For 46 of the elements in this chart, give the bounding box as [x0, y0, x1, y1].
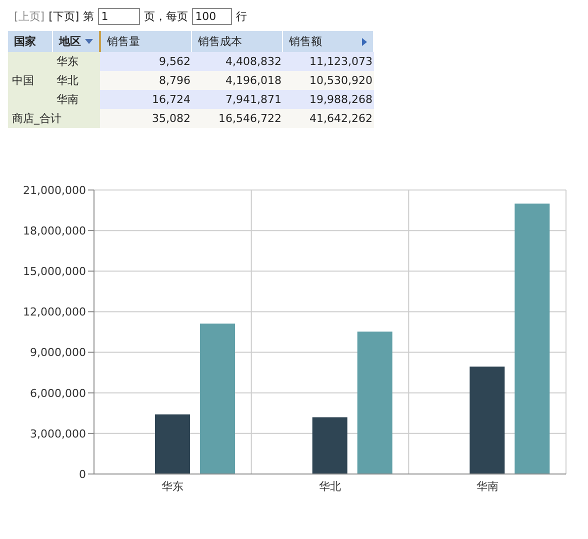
text: 16,724 [100, 90, 192, 109]
text: 国家 [8, 31, 52, 52]
bar [514, 204, 550, 474]
text: 华东 [52, 52, 100, 71]
rows-per-page-field: 100 [192, 8, 232, 25]
x-tick-label: 华东 [162, 480, 184, 493]
bar [470, 366, 505, 474]
y-tick-label: 18,000,000 [23, 224, 86, 238]
y-tick-label: 21,000,000 [23, 184, 86, 197]
text: 地区 [52, 31, 100, 52]
text: 16,546,722 [192, 109, 282, 128]
x-tick-label: 华北 [319, 480, 341, 493]
bar [357, 332, 392, 474]
text: 10,530,920 [282, 71, 374, 90]
page-number-field: 1 [98, 8, 140, 25]
text: 4,196,018 [192, 71, 282, 90]
text: 华南 [52, 90, 100, 109]
text: 9,562 [100, 52, 192, 71]
y-tick-label: 9,000,000 [30, 346, 86, 360]
text: 7,941,871 [192, 90, 282, 109]
text: 4,408,832 [192, 52, 282, 71]
text: 19,988,268 [282, 90, 374, 109]
text: 华北 [52, 71, 100, 90]
text: [下页] [48, 9, 80, 24]
y-tick-label: 12,000,000 [23, 306, 86, 319]
bar [312, 417, 348, 474]
text: 35,082 [100, 109, 192, 128]
text: [上页] [14, 9, 45, 24]
text: 第 [83, 9, 94, 24]
text: 41,642,262 [282, 109, 374, 128]
text: 销售成本 [192, 31, 282, 52]
bar [200, 324, 235, 474]
bar [155, 414, 190, 474]
text: 中国 [8, 52, 52, 109]
x-tick-label: 华南 [476, 480, 498, 493]
text: 11,123,073 [282, 52, 374, 71]
y-tick-label: 15,000,000 [23, 265, 86, 278]
y-tick-label: 0 [79, 468, 86, 481]
y-tick-label: 6,000,000 [30, 386, 86, 400]
text: 8,796 [100, 71, 192, 90]
text: 页，每页 [144, 9, 188, 24]
text: 商店_合计 [8, 109, 100, 128]
text: 行 [236, 9, 248, 24]
text: 销售额 [282, 31, 374, 52]
text: 销售量 [100, 31, 192, 52]
y-tick-label: 3,000,000 [30, 427, 86, 440]
